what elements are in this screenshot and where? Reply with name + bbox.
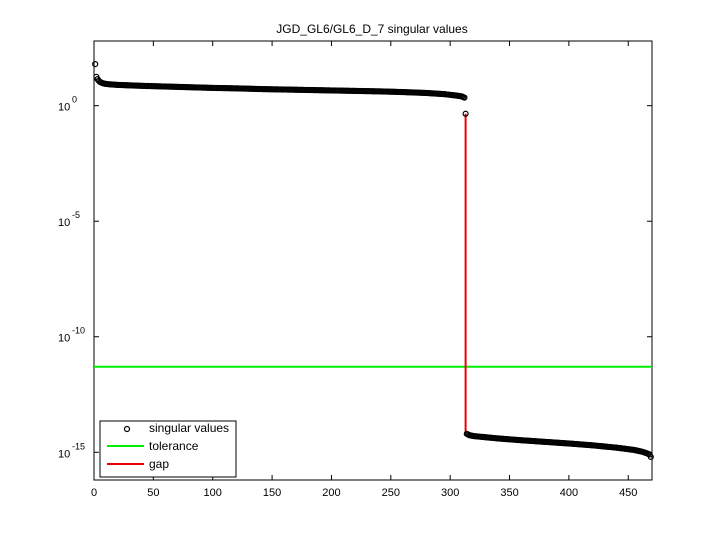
- plot-area: [92, 61, 654, 460]
- x-tick-label: 50: [147, 487, 159, 499]
- chart-title: JGD_GL6/GL6_D_7 singular values: [276, 22, 467, 36]
- y-tick-label: 10: [58, 448, 70, 460]
- x-tick-label: 100: [204, 487, 222, 499]
- plot-frame: [93, 40, 653, 481]
- legend-marker-singular-values: [123, 425, 131, 433]
- y-tick-label: 10: [58, 333, 70, 345]
- legend: singular values tolerance gap: [99, 420, 237, 478]
- y-tick-label-exponent: -10: [72, 326, 85, 336]
- y-tick-label: 10: [58, 102, 70, 114]
- x-axis: 0 50 100 150 200 250 300 350 400 450: [91, 41, 637, 499]
- singular-value-point: [461, 94, 468, 101]
- y-tick-label-exponent: -5: [72, 210, 80, 220]
- y-tick-label: 10: [58, 217, 70, 229]
- singular-value-point: [462, 110, 469, 117]
- x-tick-label: 200: [322, 487, 340, 499]
- singular-value-point: [647, 453, 654, 460]
- legend-label: gap: [149, 457, 169, 471]
- x-tick-label: 350: [500, 487, 518, 499]
- x-tick-label: 450: [619, 487, 637, 499]
- x-tick-label: 150: [263, 487, 281, 499]
- x-tick-label: 300: [441, 487, 459, 499]
- singular-value-point: [92, 61, 99, 68]
- legend-label: singular values: [149, 421, 229, 435]
- legend-label: tolerance: [149, 439, 199, 453]
- y-tick-label-exponent: -15: [72, 441, 85, 451]
- x-tick-label: 0: [91, 487, 97, 499]
- y-tick-label-exponent: 0: [72, 95, 77, 105]
- legend-box: [99, 420, 237, 478]
- x-tick-label: 400: [560, 487, 578, 499]
- x-tick-label: 250: [382, 487, 400, 499]
